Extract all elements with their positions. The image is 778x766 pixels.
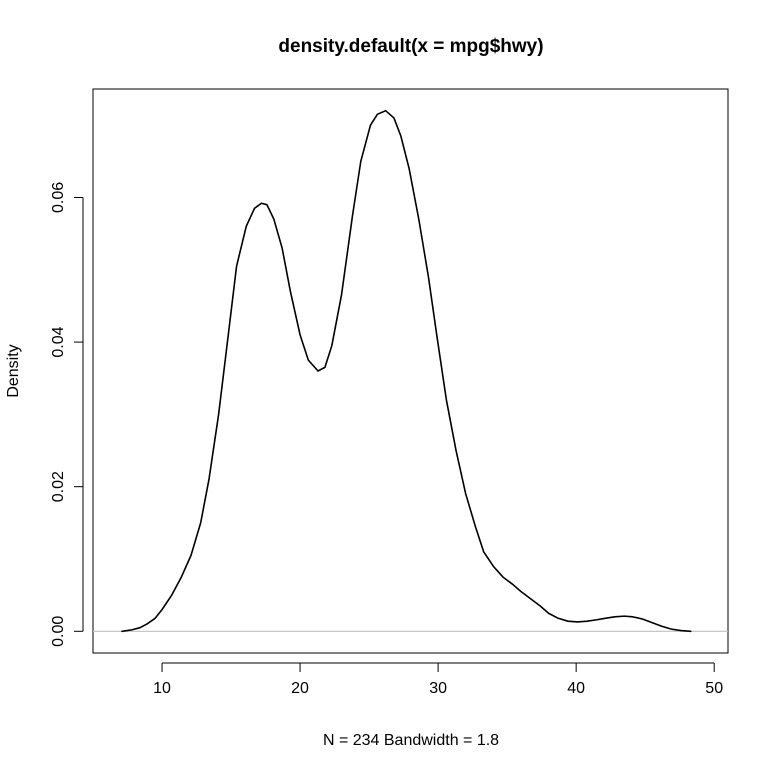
x-axis-label: N = 234 Bandwidth = 1.8 <box>323 732 499 749</box>
y-axis: 0.00 0.02 0.04 0.06 <box>50 182 84 647</box>
x-axis: 10 20 30 40 50 <box>153 662 723 697</box>
y-axis-label: Density <box>5 344 22 397</box>
x-tick-label: 30 <box>429 680 447 697</box>
y-tick-label: 0.04 <box>50 326 67 357</box>
y-tick-label: 0.02 <box>50 471 67 502</box>
plot-frame <box>92 88 729 654</box>
x-tick-label: 10 <box>153 680 171 697</box>
y-tick-label: 0.00 <box>50 616 67 647</box>
x-tick-label: 40 <box>567 680 585 697</box>
chart-title: density.default(x = mpg$hwy) <box>278 36 543 57</box>
x-tick-label: 50 <box>705 680 723 697</box>
x-tick-label: 20 <box>291 680 309 697</box>
density-curve <box>121 109 692 633</box>
y-tick-label: 0.06 <box>50 182 67 213</box>
curve-layer <box>121 109 692 633</box>
